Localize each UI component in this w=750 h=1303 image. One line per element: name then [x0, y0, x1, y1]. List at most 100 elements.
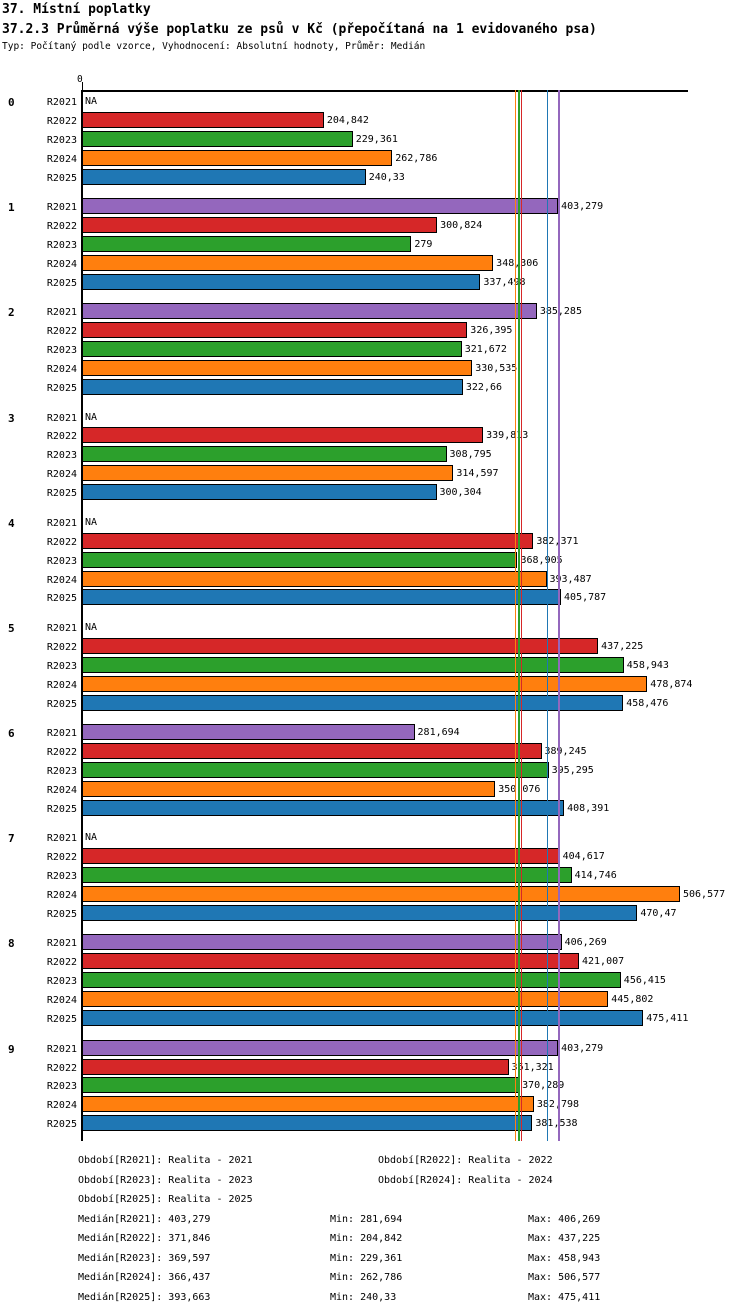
row-label-r2024: R2024 — [46, 1100, 77, 1112]
legend-max: Max: 437,225 — [528, 1233, 601, 1245]
bar[interactable] — [82, 484, 437, 501]
bar-value-label: 326,395 — [470, 325, 513, 337]
bar-value-label: 339,813 — [486, 430, 529, 442]
bar[interactable] — [82, 848, 560, 865]
bar-value-label: 321,672 — [464, 344, 507, 356]
row-label-r2022: R2022 — [46, 326, 77, 338]
median-line-r2023 — [518, 90, 520, 1142]
bar[interactable] — [82, 953, 579, 970]
row-label-r2025: R2025 — [46, 172, 77, 184]
bar-value-label: 393,487 — [549, 573, 592, 585]
legend-median: Medián[R2021]: 403,279 — [78, 1213, 211, 1225]
bar[interactable] — [82, 198, 559, 215]
bar[interactable] — [82, 675, 648, 692]
bar[interactable] — [82, 905, 638, 921]
bar-na-label: NA — [85, 411, 98, 423]
row-label-r2023: R2023 — [46, 240, 77, 252]
bar-na-label: NA — [85, 96, 98, 107]
bar[interactable] — [82, 972, 621, 989]
legend-median: Medián[R2024]: 366,437 — [78, 1272, 211, 1284]
bar[interactable] — [82, 934, 562, 951]
bar[interactable] — [82, 1058, 509, 1075]
row-label-r2025: R2025 — [46, 803, 77, 815]
bar[interactable] — [82, 446, 447, 463]
bar[interactable] — [82, 799, 565, 816]
bar[interactable] — [82, 1096, 534, 1113]
row-label-r2023: R2023 — [46, 976, 77, 988]
chart-title: 37.2.3 Průměrná výše poplatku ze psů v K… — [2, 22, 597, 37]
bar[interactable] — [82, 303, 537, 320]
median-line-r2025 — [546, 90, 549, 1142]
legend-median: Medián[R2025]: 393,663 — [78, 1291, 211, 1303]
bar[interactable] — [82, 780, 496, 797]
bar-value-label: 279 — [414, 239, 433, 251]
row-label-r2023: R2023 — [46, 134, 77, 146]
bar-na-label: NA — [85, 621, 98, 633]
bar[interactable] — [82, 742, 542, 759]
bar[interactable] — [82, 532, 534, 549]
bar[interactable] — [82, 130, 353, 147]
bar[interactable] — [82, 886, 680, 903]
bar-value-label: 204,842 — [326, 114, 369, 126]
bar-value-label: 370,289 — [522, 1080, 565, 1092]
median-line-r2024 — [514, 90, 517, 1142]
bar[interactable] — [82, 217, 438, 234]
bar-value-label: 395,295 — [551, 764, 594, 776]
bar[interactable] — [82, 273, 481, 290]
bar[interactable] — [82, 1115, 533, 1132]
bar-value-label: 300,304 — [439, 487, 482, 499]
bar[interactable] — [82, 168, 366, 185]
legend-period-entry: Období[R2023]: Realita - 2023 — [78, 1174, 253, 1186]
row-label-r2023: R2023 — [46, 555, 77, 567]
bar[interactable] — [82, 341, 462, 358]
group-index-label: 3 — [8, 411, 15, 425]
bar[interactable] — [82, 322, 468, 339]
bar[interactable] — [82, 694, 624, 711]
bar[interactable] — [82, 236, 412, 253]
bar[interactable] — [82, 360, 473, 377]
row-label-r2025: R2025 — [46, 1014, 77, 1026]
bar-value-label: 308,795 — [449, 449, 492, 461]
bar[interactable] — [82, 1077, 520, 1094]
axis-vertical-line — [80, 90, 84, 1142]
legend-min: Min: 281,694 — [330, 1213, 403, 1225]
bar[interactable] — [82, 1039, 559, 1056]
bar[interactable] — [82, 1010, 644, 1027]
bar-na-label: NA — [85, 516, 98, 528]
bar[interactable] — [82, 867, 572, 884]
row-label-r2025: R2025 — [46, 383, 77, 395]
legend-period-entry: Období[R2025]: Realita - 2025 — [78, 1194, 253, 1206]
bar[interactable] — [82, 379, 463, 396]
bar[interactable] — [82, 149, 393, 166]
row-label-r2024: R2024 — [46, 364, 77, 376]
bar-value-label: 348,306 — [496, 258, 539, 270]
bar-value-label: 337,498 — [483, 276, 526, 288]
bar[interactable] — [82, 991, 609, 1008]
bar[interactable] — [82, 724, 415, 741]
row-label-r2022: R2022 — [46, 641, 77, 653]
bar[interactable] — [82, 111, 324, 128]
row-label-r2021: R2021 — [46, 307, 77, 319]
row-label-r2023: R2023 — [46, 660, 77, 672]
bar-value-label: 478,874 — [650, 678, 693, 690]
row-label-r2021: R2021 — [46, 728, 77, 740]
row-label-r2023: R2023 — [46, 765, 77, 777]
bar[interactable] — [82, 656, 624, 673]
bar-value-label: 421,007 — [581, 956, 625, 968]
bar[interactable] — [82, 637, 599, 654]
bar-value-label: 382,371 — [536, 536, 578, 547]
row-label-r2022: R2022 — [46, 115, 77, 127]
bar[interactable] — [82, 465, 454, 482]
bar[interactable] — [82, 761, 549, 778]
bar-value-label: 330,535 — [475, 363, 518, 375]
row-label-r2025: R2025 — [46, 277, 77, 289]
bar[interactable] — [82, 427, 484, 444]
bar-value-label: 403,279 — [561, 201, 604, 213]
bar-value-label: 506,577 — [683, 889, 726, 901]
bar[interactable] — [82, 570, 547, 587]
bar[interactable] — [82, 589, 562, 606]
bar-value-label: 470,47 — [640, 908, 677, 919]
bar[interactable] — [82, 255, 494, 272]
bar-value-label: 300,824 — [440, 220, 483, 232]
bar[interactable] — [82, 551, 518, 568]
